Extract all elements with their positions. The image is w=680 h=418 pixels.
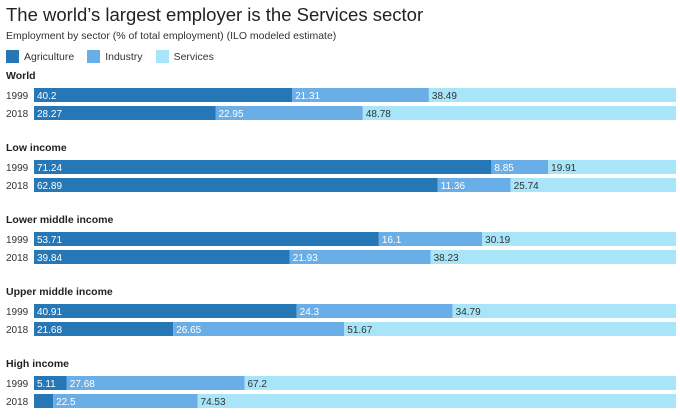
year-label-upper-middle-income-1999: 1999 — [6, 307, 29, 318]
bar-label-lower-middle-income-2018-industry: 21.93 — [293, 253, 318, 264]
legend-item-agriculture[interactable]: Agriculture — [6, 50, 74, 63]
year-label-lower-middle-income-2018: 2018 — [6, 253, 29, 264]
bar-label-high-income-1999-agriculture: 5.11 — [37, 379, 56, 390]
bar-lower-middle-income-2018-agriculture — [34, 250, 290, 264]
bar-label-high-income-1999-industry: 27.68 — [70, 379, 95, 390]
legend-swatch-agriculture — [6, 50, 19, 63]
bar-high-income-2018-services — [197, 394, 676, 408]
bar-world-1999-industry — [292, 88, 429, 102]
year-label-low-income-1999: 1999 — [6, 163, 29, 174]
bar-label-upper-middle-income-2018-industry: 26.65 — [176, 325, 201, 336]
bar-label-lower-middle-income-1999-services: 30.19 — [485, 235, 510, 246]
bar-world-2018-services — [362, 106, 676, 120]
bar-lower-middle-income-1999-agriculture — [34, 232, 379, 246]
year-label-lower-middle-income-1999: 1999 — [6, 235, 29, 246]
chart-title: The world’s largest employer is the Serv… — [6, 4, 424, 25]
legend-swatch-services — [155, 50, 169, 63]
bar-label-world-2018-industry: 22.95 — [218, 109, 243, 120]
legend-label-services: Services — [173, 50, 214, 63]
bar-upper-middle-income-2018-services — [344, 322, 676, 336]
year-label-world-1999: 1999 — [6, 91, 29, 102]
bar-low-income-1999-services — [548, 160, 676, 174]
year-label-high-income-1999: 1999 — [6, 379, 29, 390]
bar-upper-middle-income-1999-industry — [296, 304, 453, 318]
legend: Agriculture Industry Services — [6, 50, 227, 63]
group-label-lower-middle-income: Lower middle income — [6, 214, 114, 226]
bar-label-low-income-1999-services: 19.91 — [551, 163, 576, 174]
bar-label-low-income-2018-services: 25.74 — [514, 181, 539, 192]
bar-label-low-income-1999-industry: 8.85 — [494, 163, 514, 174]
bar-high-income-2018-agriculture — [34, 394, 54, 408]
bar-label-upper-middle-income-2018-services: 51.67 — [347, 325, 372, 336]
bar-label-low-income-2018-agriculture: 62.89 — [37, 181, 62, 192]
bar-upper-middle-income-2018-agriculture — [34, 322, 174, 336]
bar-label-upper-middle-income-1999-services: 34.79 — [456, 307, 481, 318]
bar-world-2018-agriculture — [34, 106, 216, 120]
bar-label-world-2018-agriculture: 28.27 — [37, 109, 62, 120]
bar-label-high-income-1999-services: 67.2 — [248, 379, 268, 390]
bar-label-upper-middle-income-2018-agriculture: 21.68 — [37, 325, 62, 336]
bar-high-income-1999-agriculture — [34, 376, 67, 390]
bar-label-lower-middle-income-1999-agriculture: 53.71 — [37, 235, 62, 246]
group-label-high-income: High income — [6, 358, 69, 370]
bar-upper-middle-income-1999-services — [452, 304, 676, 318]
bar-high-income-2018-industry — [53, 394, 198, 408]
bar-label-upper-middle-income-1999-industry: 24.3 — [300, 307, 320, 318]
bar-label-lower-middle-income-2018-services: 38.23 — [434, 253, 459, 264]
year-label-upper-middle-income-2018: 2018 — [6, 325, 29, 336]
year-label-world-2018: 2018 — [6, 109, 29, 120]
bar-label-world-2018-services: 48.78 — [366, 109, 391, 120]
year-label-low-income-2018: 2018 — [6, 181, 29, 192]
bar-label-lower-middle-income-2018-agriculture: 39.84 — [37, 253, 62, 264]
year-label-high-income-2018: 2018 — [6, 397, 29, 408]
legend-item-services[interactable]: Services — [155, 50, 214, 63]
bar-label-upper-middle-income-1999-agriculture: 40.91 — [37, 307, 62, 318]
bar-label-lower-middle-income-1999-industry: 16.1 — [382, 235, 402, 246]
bar-label-world-1999-industry: 21.31 — [295, 91, 320, 102]
group-label-low-income: Low income — [6, 142, 67, 154]
bar-lower-middle-income-1999-services — [482, 232, 676, 246]
bar-label-high-income-2018-industry: 22.5 — [56, 397, 76, 408]
bar-low-income-2018-services — [510, 178, 676, 192]
legend-label-industry: Industry — [105, 50, 143, 63]
bar-label-low-income-1999-agriculture: 71.24 — [37, 163, 62, 174]
bar-low-income-2018-industry — [437, 178, 511, 192]
bar-upper-middle-income-1999-agriculture — [34, 304, 297, 318]
group-label-world: World — [6, 70, 36, 82]
group-label-upper-middle-income: Upper middle income — [6, 286, 113, 298]
legend-label-agriculture: Agriculture — [24, 50, 75, 63]
bar-world-2018-industry — [215, 106, 363, 120]
bar-label-high-income-2018-services: 74.53 — [201, 397, 226, 408]
bar-world-1999-services — [428, 88, 676, 102]
bar-upper-middle-income-2018-industry — [173, 322, 345, 336]
bar-low-income-1999-industry — [491, 160, 549, 174]
bar-lower-middle-income-1999-industry — [378, 232, 483, 246]
bar-label-world-1999-agriculture: 40.2 — [37, 91, 57, 102]
chart-subtitle: Employment by sector (% of total employm… — [6, 30, 337, 42]
bar-high-income-1999-industry — [66, 376, 245, 390]
bar-lower-middle-income-2018-services — [430, 250, 676, 264]
bar-label-low-income-2018-industry: 11.36 — [441, 181, 466, 192]
bar-label-world-1999-services: 38.49 — [432, 91, 457, 102]
bar-lower-middle-income-2018-industry — [289, 250, 431, 264]
bar-low-income-1999-agriculture — [34, 160, 492, 174]
legend-swatch-industry — [87, 50, 101, 63]
legend-item-industry[interactable]: Industry — [87, 50, 143, 63]
bar-high-income-1999-services — [244, 376, 676, 390]
bar-world-1999-agriculture — [34, 88, 293, 102]
bar-low-income-2018-agriculture — [34, 178, 438, 192]
